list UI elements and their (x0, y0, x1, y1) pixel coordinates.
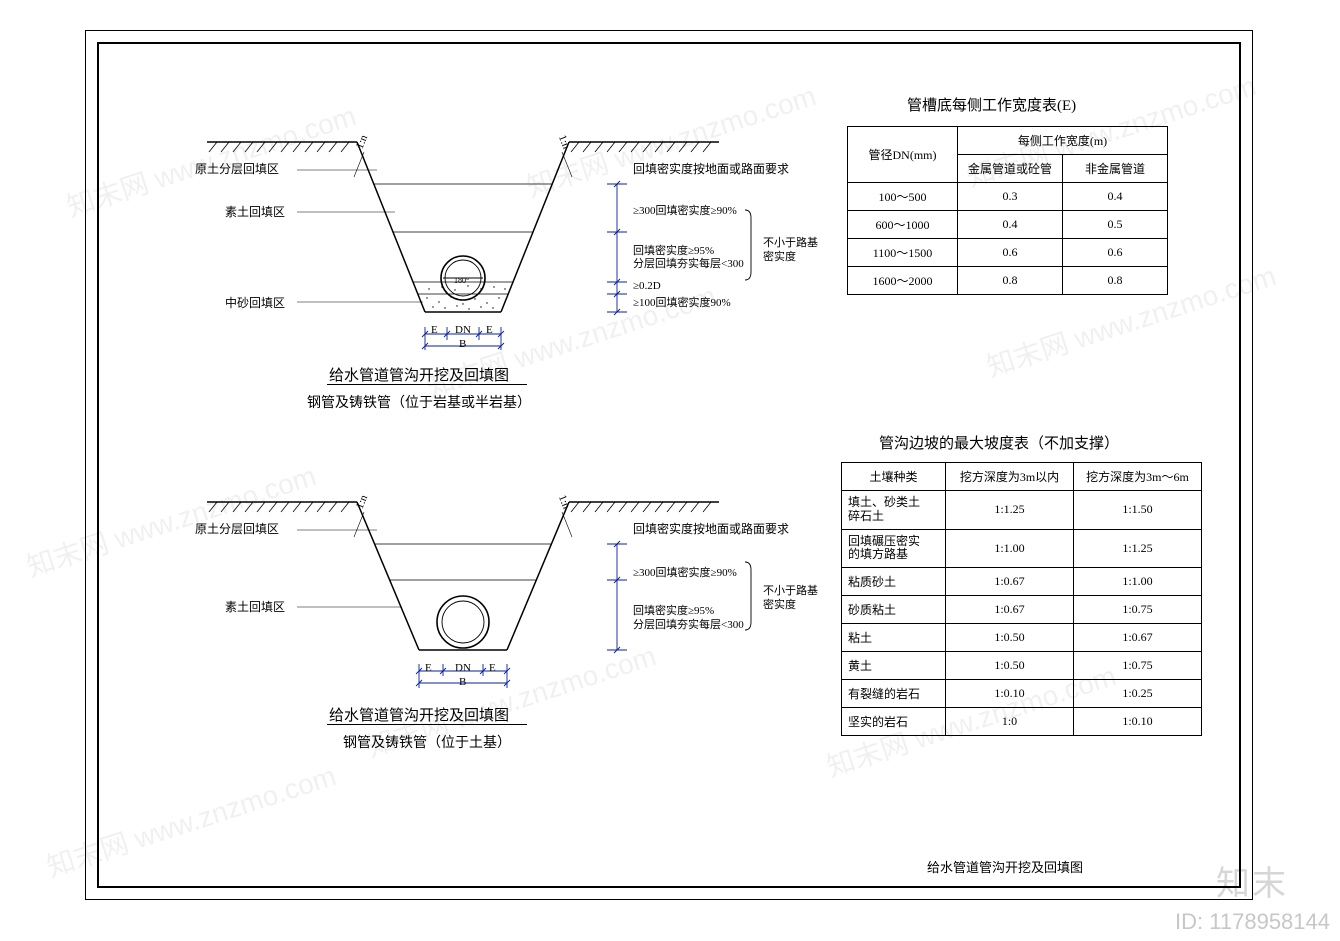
d1-right-100: ≥100回填密实度90% (633, 294, 731, 310)
table-row: 回填碾压密实的填方路基 1:1.001:1.25 (842, 529, 1202, 568)
d1-layer-sand: 中砂回填区 (225, 294, 285, 311)
table-row: 坚实的岩石1:01:0.10 (842, 708, 1202, 736)
table-row: 有裂缝的岩石1:0.101:0.25 (842, 680, 1202, 708)
d2-title: 给水管道管沟开挖及回填图 (329, 704, 509, 725)
d1-right-02d: ≥0.2D (633, 280, 661, 292)
drawing-content: 180° (97, 42, 1241, 888)
d2-bracket-bot: 密实度 (763, 596, 796, 612)
d1-dim-b: B (459, 338, 466, 350)
d2-dim-e1: E (425, 662, 432, 674)
d2-right-90: ≥300回填密实度≥90% (633, 564, 737, 580)
te-col-metal: 金属管道或砼管 (958, 155, 1063, 183)
ts-col-d3: 挖方深度为3m以内 (946, 463, 1074, 491)
d1-dim-e1: E (431, 324, 438, 336)
table-row: 粘质砂土1:0.671:1.00 (842, 568, 1202, 596)
table-row: 粘土1:0.501:0.67 (842, 624, 1202, 652)
te-col-dn: 管径DN(mm) (848, 127, 958, 183)
te-col-group: 每侧工作宽度(m) (958, 127, 1168, 155)
d1-right-ground: 回填密实度按地面或路面要求 (633, 160, 789, 177)
d2-layer-orig: 原土分层回填区 (195, 520, 279, 537)
table-row: 1600～20000.80.8 (848, 267, 1168, 295)
svg-text:180°: 180° (454, 276, 469, 285)
table-row: 100～5000.30.4 (848, 183, 1168, 211)
footer-caption: 给水管道管沟开挖及回填图 (927, 857, 1083, 876)
d1-dim-e2: E (486, 324, 493, 336)
d1-layer-plain: 素土回填区 (225, 203, 285, 220)
d1-title-uline (327, 384, 527, 385)
d2-right-ground: 回填密实度按地面或路面要求 (633, 520, 789, 537)
d1-title: 给水管道管沟开挖及回填图 (329, 364, 509, 385)
d2-dim-dn: DN (455, 662, 471, 674)
d1-subtitle: 钢管及铸铁管（位于岩基或半岩基） (307, 392, 531, 412)
table-slope: 土壤种类 挖方深度为3m以内 挖方深度为3m～6m 填土、砂类土碎石土 1:1.… (841, 462, 1202, 736)
d1-right-90: ≥300回填密实度≥90% (633, 202, 737, 218)
d2-right-95b: 分层回填夯实每层<300 (633, 616, 744, 632)
table-row: 砂质粘土1:0.671:0.75 (842, 596, 1202, 624)
ts-col-soil: 土壤种类 (842, 463, 946, 491)
d1-dim-dn: DN (455, 324, 471, 336)
table-e: 管径DN(mm) 每侧工作宽度(m) 金属管道或砼管 非金属管道 100～500… (847, 126, 1168, 295)
diagram-1: 180° (167, 102, 757, 352)
table-row: 600～10000.40.5 (848, 211, 1168, 239)
d2-subtitle: 钢管及铸铁管（位于土基） (343, 732, 511, 752)
d1-layer-orig: 原土分层回填区 (195, 160, 279, 177)
table-slope-title: 管沟边坡的最大坡度表（不加支撑） (879, 432, 1119, 453)
d2-title-uline (327, 724, 527, 725)
d1-right-95b: 分层回填夯实每层<300 (633, 255, 744, 271)
table-row: 1100～15000.60.6 (848, 239, 1168, 267)
table-row: 填土、砂类土碎石土 1:1.251:1.50 (842, 491, 1202, 530)
brand-watermark: 知末 (1216, 856, 1288, 905)
d2-dim-e2: E (489, 662, 496, 674)
table-e-title: 管槽底每侧工作宽度表(E) (907, 94, 1076, 115)
table-row: 黄土1:0.501:0.75 (842, 652, 1202, 680)
d2-layer-plain: 素土回填区 (225, 598, 285, 615)
te-col-nonmetal: 非金属管道 (1063, 155, 1168, 183)
ts-col-d6: 挖方深度为3m～6m (1074, 463, 1202, 491)
d2-dim-b: B (459, 676, 466, 688)
d1-bracket-bot: 密实度 (763, 248, 796, 264)
id-watermark: ID: 1178958144 (1175, 909, 1330, 935)
